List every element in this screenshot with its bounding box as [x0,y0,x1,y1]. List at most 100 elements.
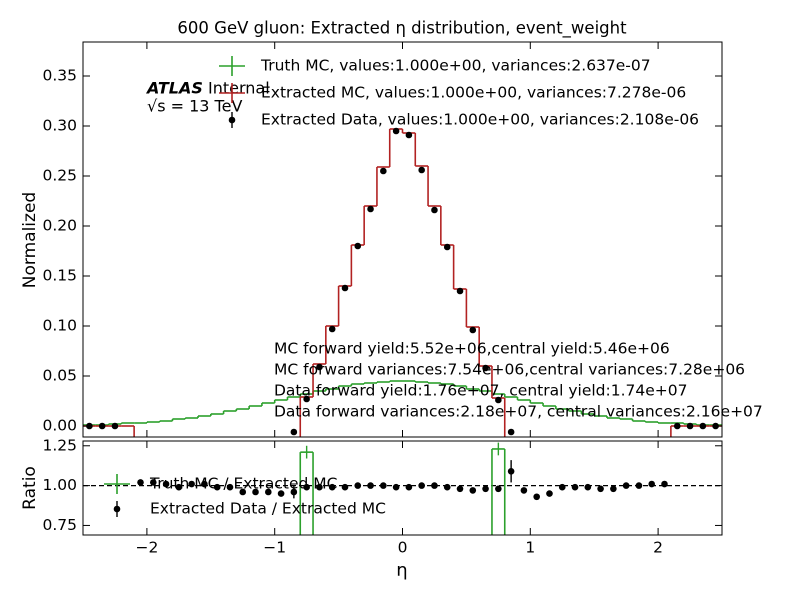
data-point [303,483,310,491]
data-point [456,485,464,493]
data-point [686,422,694,430]
plot-area [83,127,722,437]
y-tick-label: 0.25 [42,167,77,185]
data-point [431,206,438,214]
legend-marker [228,116,236,124]
axes-frame [82,41,723,438]
data-point [149,479,157,486]
annotation: Data forward variances:2.18e+07, central… [274,403,763,421]
data-point [482,364,489,372]
data-point [316,363,323,371]
y-axis-label: Normalized [20,192,40,288]
data-point [546,490,553,497]
annotation: Data forward yield:1.76e+07, central yie… [274,382,688,400]
legend-label: Extracted MC, values:1.000e+00, variance… [261,84,686,102]
data-point [699,422,707,430]
y-tick-label: 0.75 [42,516,77,534]
y-tick-label: 1.00 [42,476,77,494]
data-point [673,422,681,430]
data-point [226,483,234,491]
data-point [469,487,477,494]
data-point [316,483,323,491]
chart-title: 600 GeV gluon: Extracted η distribution,… [177,19,627,39]
data-point [495,485,502,493]
experiment-label: ATLAS [145,79,203,98]
annotation: MC forward yield:5.52e+06,central yield:… [274,340,670,358]
data-point [367,205,374,213]
data-point [341,483,349,491]
y-axis-label: Ratio [20,466,40,510]
legend-label: Truth MC / Extracted MC [149,475,338,493]
data-point [367,482,374,489]
data-point [495,396,502,404]
data-point [290,428,298,436]
y-tick-label: 0.05 [42,367,77,385]
data-point [162,480,170,488]
data-point [392,483,400,491]
data-point [137,479,144,486]
data-point [405,131,413,139]
y-tick-label: 0.20 [42,217,77,235]
y-tick-label: 0.10 [42,317,77,335]
data-point [597,485,604,493]
data-point [661,480,668,488]
data-point [469,326,477,334]
x-tick-label: −1 [263,539,286,557]
x-axis-label: η [396,560,407,581]
data-point [392,127,400,135]
y-tick-label: 1.25 [42,436,77,454]
data-point [520,487,528,494]
plot-area [83,442,722,535]
legend-label: Extracted Data / Extracted MC [150,500,386,518]
data-point [482,485,489,493]
data-point [341,284,349,292]
data-point [354,242,362,250]
data-point [418,482,425,489]
data-point [328,483,336,491]
legend-marker [113,505,121,513]
axes-frame [82,440,723,536]
data-point [328,325,336,333]
data-point [443,243,451,251]
data-point [507,428,515,436]
data-point [265,488,272,496]
x-tick-label: 0 [398,539,408,557]
data-point [98,422,106,430]
data-point [252,488,259,496]
data-point [558,483,566,491]
data-point [239,488,247,496]
data-point [610,485,617,493]
data-point [431,482,438,489]
x-tick-label: 2 [653,539,663,557]
annotation: MC forward variances:7.54e+06,central va… [274,361,745,379]
data-point [622,482,630,489]
y-tick-label: 0.00 [42,417,77,435]
data-point [201,480,208,488]
y-tick-label: 0.35 [42,67,77,85]
data-point [571,483,579,491]
data-point [380,482,387,489]
data-point [405,483,413,491]
x-tick-label: 1 [525,539,535,557]
data-point [443,483,451,491]
legend-label: Truth MC, values:1.000e+00, variances:2.… [260,57,651,75]
data-point [456,287,464,295]
energy-label: √s = 13 TeV [147,97,242,116]
data-point [533,493,540,501]
data-point [175,483,183,491]
data-point [354,482,362,489]
x-tick-label: −2 [135,539,158,557]
data-point [635,482,643,489]
data-point [277,490,285,497]
data-point [380,167,387,175]
data-point [188,480,195,488]
y-tick-label: 0.15 [42,267,77,285]
legend-label: Extracted Data, values:1.000e+00, varian… [261,111,699,129]
data-point [303,395,310,403]
data-point [111,422,119,430]
y-tick-label: 0.30 [42,117,77,135]
data-point [648,480,656,488]
data-point [584,483,592,491]
